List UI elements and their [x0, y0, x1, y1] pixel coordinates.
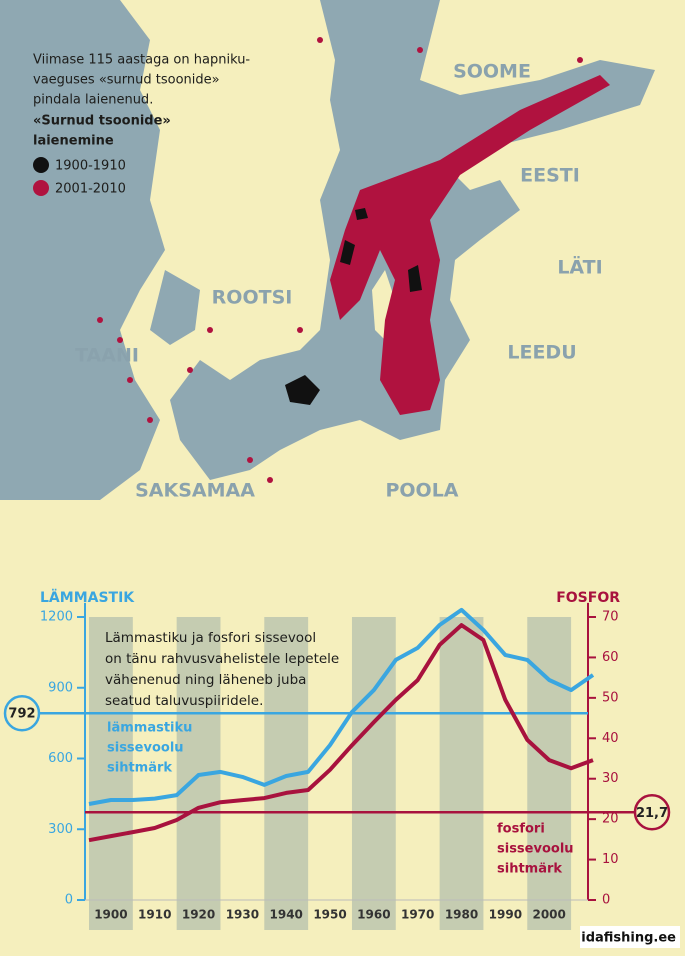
dot	[147, 417, 153, 423]
legend-title: laienemine	[33, 134, 114, 149]
country-label: ROOTSI	[212, 287, 293, 309]
y2-tick-label: 50	[602, 690, 619, 705]
dot	[127, 377, 133, 383]
country-label: POOLA	[385, 480, 458, 502]
decade-band	[89, 617, 133, 930]
y2-tick-label: 0	[602, 893, 610, 908]
x-tick-label: 1930	[226, 908, 259, 922]
kattegat	[150, 270, 200, 345]
country-label: TAANI	[75, 345, 139, 367]
annotation: Lämmastiku ja fosfori sissevool	[105, 630, 316, 646]
target-label: 792	[8, 707, 35, 722]
source: idafishing.ee	[581, 931, 676, 946]
x-tick-label: 1940	[270, 908, 303, 922]
dot	[297, 327, 303, 333]
x-tick-label: 1910	[138, 908, 171, 922]
dead-zone-1900-1910	[408, 265, 422, 292]
country-label: LÄTI	[557, 255, 602, 279]
target-badge	[3, 694, 41, 732]
dot	[97, 317, 103, 323]
dot	[267, 477, 273, 483]
dot	[187, 367, 193, 373]
coastal-dots	[97, 37, 583, 483]
y2-tick-label: 60	[602, 650, 619, 665]
intro-line: Viimase 115 aastaga on hapniku-	[33, 53, 250, 68]
target-text: fosfori	[497, 822, 545, 837]
dot	[207, 327, 213, 333]
x-tick-label: 1970	[401, 908, 434, 922]
chart: 1900 1910 1920 1930 1940 1950 1960 1970 1980 1990…	[3, 589, 680, 948]
series-line	[88, 623, 594, 843]
x-tick-label: 1990	[489, 908, 522, 922]
series-line	[88, 607, 595, 806]
target-text: sissevoolu	[497, 842, 574, 857]
legend-title: «Surnud tsoonide»	[33, 114, 171, 129]
legend-label: 1900-1910	[55, 159, 126, 174]
annotation: vähenenud ning läheneb juba	[105, 672, 306, 688]
legend-label: 2001-2010	[55, 182, 126, 197]
dot	[117, 337, 123, 343]
decade-band	[351, 617, 396, 930]
x-tick-label: 1950	[313, 908, 346, 922]
dead-zone-1900-1910	[285, 375, 320, 405]
map-legend: Viimase 115 aastaga on hapniku- vaeguses…	[33, 53, 250, 197]
y-tick-label: 600	[48, 751, 73, 766]
x-tick-label: 1900	[94, 908, 127, 922]
y2-tick-label: 30	[602, 771, 619, 786]
country-label: SOOME	[453, 61, 531, 83]
x-tick-label: 2000	[532, 908, 565, 922]
dead-zone-1900-1910	[355, 208, 368, 220]
annotation: on tänu rahvusvahelistele lepetele	[105, 651, 339, 667]
target-text: sihtmärk	[497, 862, 562, 877]
decade-band	[439, 617, 484, 930]
target-text: sihtmärk	[107, 761, 172, 776]
target-text: lämmastiku	[107, 721, 192, 736]
country-label: EESTI	[520, 165, 580, 187]
dead-zone-1900-1910	[340, 240, 355, 265]
country-labels: SOOME EESTI LÄTI LEEDU ROOTSI TAANI SAKSAMAA PO…	[75, 61, 603, 502]
dot	[417, 47, 423, 53]
legend-swatch	[33, 180, 49, 196]
intro-line: pindala laienenud.	[33, 93, 153, 108]
target-label: 21,7	[636, 806, 668, 821]
north-sea	[0, 0, 165, 500]
y-tick-label: 1200	[40, 610, 73, 625]
intro-line: vaeguses «surnud tsoonide»	[33, 73, 220, 88]
country-label: LEEDU	[507, 342, 576, 364]
dot	[317, 37, 323, 43]
x-tick-label: 1920	[182, 908, 215, 922]
annotation: seatud taluvuspiiridele.	[105, 693, 263, 709]
dot	[577, 57, 583, 63]
y2-axis-title: FOSFOR	[556, 590, 620, 606]
dead-zones	[97, 37, 610, 483]
y-tick-label: 300	[48, 822, 73, 837]
y2-tick-label: 10	[602, 852, 619, 867]
x-tick-label: 1960	[357, 908, 390, 922]
dead-zone-2001-2010	[330, 75, 610, 415]
y-tick-label: 0	[65, 893, 73, 908]
source-bg	[580, 926, 680, 948]
target-badge	[633, 794, 671, 831]
target-text: sissevoolu	[107, 741, 184, 756]
dot	[247, 457, 253, 463]
y-tick-label: 900	[48, 680, 73, 695]
y2-tick-label: 20	[602, 812, 619, 827]
y2-tick-label: 70	[602, 610, 619, 625]
y-axis-title: LÄMMASTIK	[40, 589, 135, 606]
x-tick-label: 1980	[445, 908, 478, 922]
country-label: SAKSAMAA	[135, 480, 255, 502]
legend-swatch	[33, 157, 49, 173]
y2-tick-label: 40	[602, 731, 619, 746]
